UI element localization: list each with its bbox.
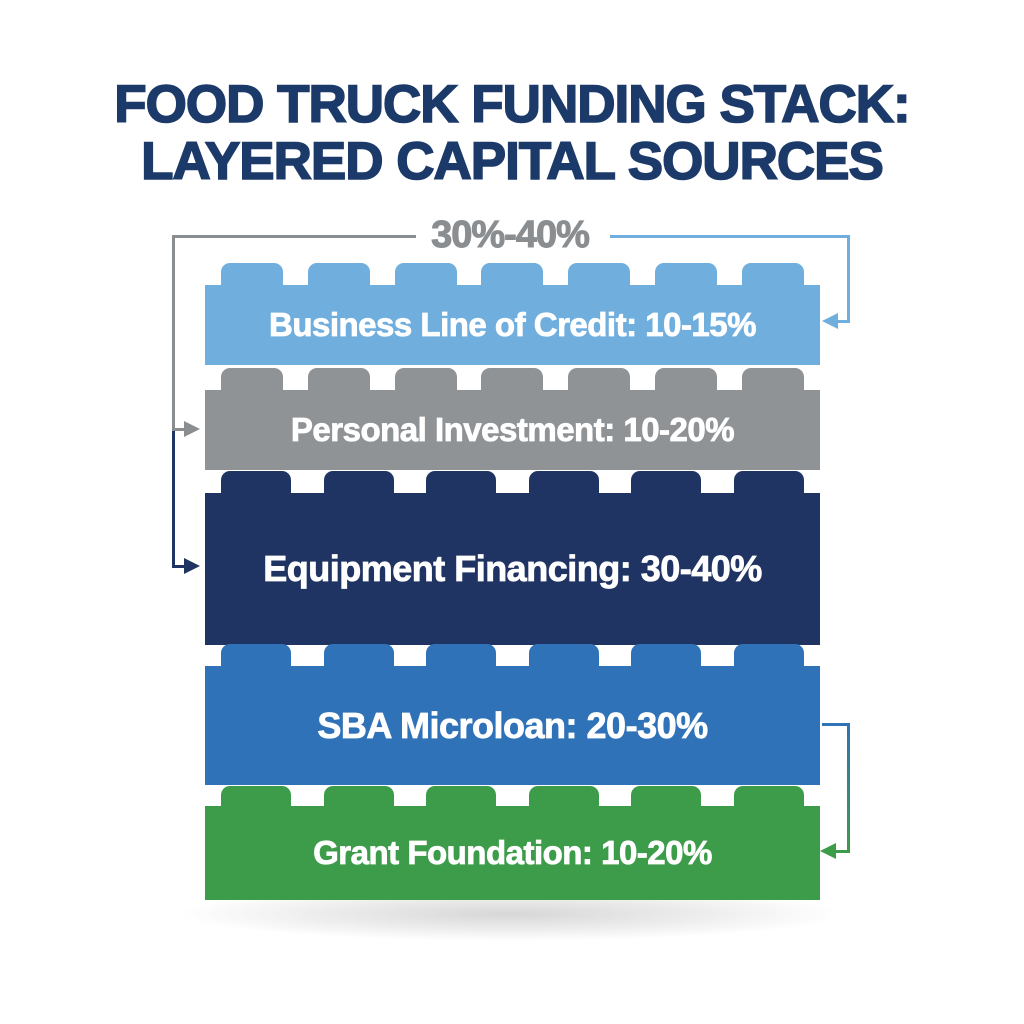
arrow-line-personal-investment [172, 428, 186, 431]
bracket-top-right-line [610, 235, 850, 238]
connector-sba-grant-vertical-line [847, 723, 850, 853]
brick-stud [741, 368, 804, 390]
brick-stud [394, 263, 457, 285]
brick-studs-row [221, 471, 804, 493]
brick-stud [323, 644, 394, 666]
brick-stud [568, 263, 631, 285]
arrowhead-grant-foundation-icon [820, 843, 836, 859]
brick-stud [481, 368, 544, 390]
annotation-30-40-label: 30%-40% [431, 214, 591, 257]
arrowhead-equipment-financing-icon [184, 558, 200, 574]
brick-stud [631, 786, 702, 808]
brick-stud [221, 471, 291, 493]
brick-stud [528, 644, 599, 666]
brick-stud [323, 786, 394, 808]
brick-stud [221, 263, 283, 285]
brick-stud [631, 471, 702, 493]
brick-stud [426, 786, 497, 808]
brick-label-grant-foundation: Grant Foundation: 10-20% [313, 834, 713, 872]
brick-stud [426, 644, 497, 666]
brick-label-business-line-of-credit: Business Line of Credit: 10-15% [269, 306, 757, 344]
brick-stud [741, 263, 804, 285]
brick-stud [528, 786, 599, 808]
brick-stud [426, 471, 497, 493]
brick-studs-row [221, 644, 804, 666]
brick-stud [481, 263, 544, 285]
arrow-line-equipment-financing [172, 565, 186, 568]
brick-label-personal-investment: Personal Investment: 10-20% [290, 411, 735, 449]
brick-stud [221, 644, 291, 666]
arrowhead-personal-investment-icon [184, 421, 200, 437]
bracket-left-vertical-gray-line [172, 235, 175, 431]
brick-stud [568, 368, 631, 390]
arrowhead-business-credit-icon [822, 313, 838, 329]
brick-stud [631, 644, 702, 666]
brick-slab: Personal Investment: 10-20% [205, 390, 820, 470]
brick-slab: Grant Foundation: 10-20% [205, 806, 820, 900]
brick-stud [655, 263, 718, 285]
brick-slab: Business Line of Credit: 10-15% [205, 285, 820, 365]
brick-label-sba-microloan: SBA Microloan: 20-30% [317, 704, 709, 746]
page-title-line2: LAYERED CAPITAL SOURCES [140, 132, 884, 191]
brick-stud [655, 368, 718, 390]
page-title: FOOD TRUCK FUNDING STACK: LAYERED CAPITA… [0, 75, 1024, 191]
brick-studs-row [221, 263, 804, 285]
brick-label-equipment-financing: Equipment Financing: 30-40% [263, 548, 763, 590]
bracket-top-left-line [172, 235, 416, 238]
brick-stud [307, 263, 370, 285]
bracket-left-vertical-navy-line [172, 431, 175, 568]
brick-slab: Equipment Financing: 30-40% [205, 493, 820, 645]
page-title-line1: FOOD TRUCK FUNDING STACK: [113, 75, 911, 134]
brick-stud [323, 471, 394, 493]
brick-slab: SBA Microloan: 20-30% [205, 666, 820, 785]
arrow-line-grant-foundation [834, 850, 850, 853]
brick-stud [221, 368, 283, 390]
connector-sba-horizontal-line [822, 723, 850, 726]
bracket-right-vertical-line [847, 235, 850, 322]
brick-stud [733, 644, 804, 666]
brick-stud [528, 471, 599, 493]
brick-stud [221, 786, 291, 808]
brick-stud [394, 368, 457, 390]
brick-studs-row [221, 786, 804, 808]
brick-stud [733, 471, 804, 493]
brick-studs-row [221, 368, 804, 390]
brick-stud [307, 368, 370, 390]
brick-stud [733, 786, 804, 808]
arrow-line-business-credit [836, 320, 850, 323]
